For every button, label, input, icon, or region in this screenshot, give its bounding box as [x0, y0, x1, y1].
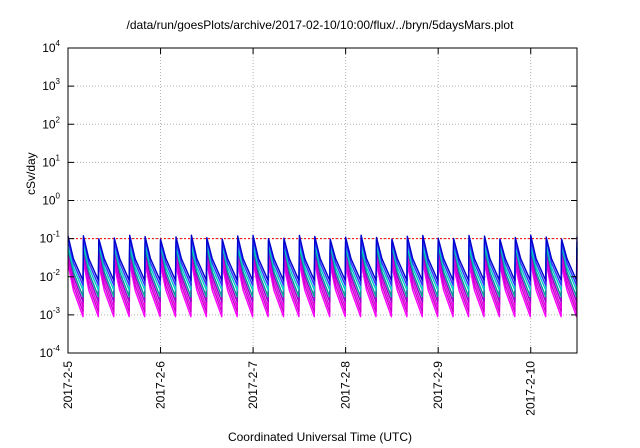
chart-title: /data/run/goesPlots/archive/2017-02-10/1… [126, 18, 514, 32]
axes-layer: 10-4 10-3 10-2 10-1 100 101 102 103 104 2017-2-5 2… [40, 39, 578, 416]
x-tick-label: 2017-2-9 [431, 361, 445, 409]
x-tick-label: 2017-2-8 [339, 361, 353, 409]
series-line [67, 261, 578, 318]
series-line [67, 244, 578, 298]
y-tick-label: 10-2 [40, 268, 61, 284]
y-tick-label: 104 [42, 39, 60, 55]
series-line [67, 256, 578, 313]
x-axis-label: Coordinated Universal Time (UTC) [227, 430, 413, 444]
series-line [67, 251, 578, 308]
plot-border [67, 47, 578, 354]
x-tick-label: 2017-2-6 [154, 361, 168, 409]
x-tick-label: 2017-2-7 [246, 361, 260, 409]
x-tick-label: 2017-2-5 [61, 361, 75, 409]
series-line [67, 247, 578, 303]
y-tick-label: 10-3 [40, 306, 61, 322]
series-line [67, 242, 578, 291]
y-tick-label: 100 [42, 192, 60, 208]
y-tick-label: 10-4 [40, 344, 61, 360]
series-line [67, 234, 578, 282]
y-tick-label: 103 [42, 77, 60, 93]
y-tick-label: 101 [42, 153, 60, 169]
x-tick-label: 2017-2-10 [524, 361, 538, 416]
series-layer [67, 234, 578, 318]
y-tick-label: 102 [42, 115, 60, 131]
series-line [67, 237, 578, 286]
y-tick-label: 10-1 [40, 230, 61, 246]
